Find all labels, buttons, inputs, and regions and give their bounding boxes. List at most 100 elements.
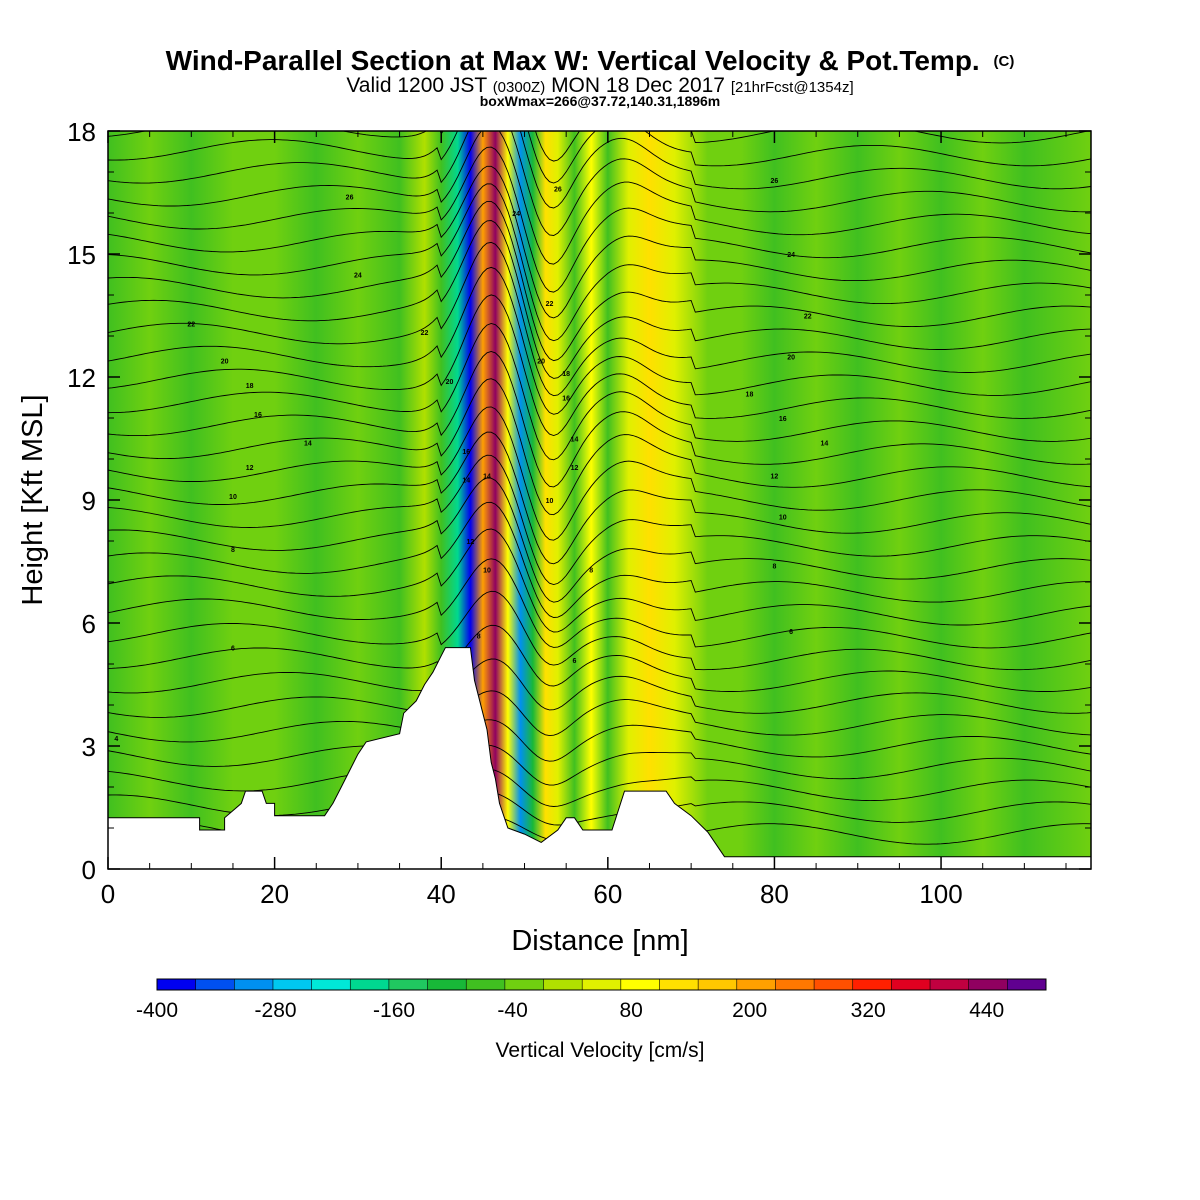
theta-contour [108,183,1091,342]
theta-label: 8 [231,547,235,554]
y-tick-label: 12 [67,363,96,393]
theta-contour [108,658,1091,714]
colorbar-swatch [852,979,892,990]
y-tick-label: 0 [82,855,96,885]
colorbar-swatch [234,979,274,990]
theta-contour [108,406,1091,541]
colorbar-swatch [427,979,467,990]
x-tick-label: 80 [760,879,789,909]
theta-contour [108,351,1091,488]
colorbar-tick-label: -280 [255,999,297,1022]
theta-contour [108,241,1091,397]
terrain-outline [108,647,1091,858]
theta-label: 12 [571,465,579,472]
x-tick-label: 40 [427,879,456,909]
colorbar-swatch [157,979,196,990]
theta-label: 10 [229,494,237,501]
theta-label: 24 [354,273,362,280]
theta-label: 6 [573,658,577,665]
theta-label: 18 [746,391,754,398]
colorbar-swatch [582,979,622,990]
colorbar-swatch [466,979,506,990]
theta-contour [108,454,1091,585]
colorbar-swatch [350,979,390,990]
theta-label: 20 [537,359,545,366]
y-tick-label: 3 [82,732,96,762]
theta-contour [108,477,1091,603]
theta-contour [108,719,1091,762]
theta-label: 6 [789,629,793,636]
theta-label: 26 [346,195,354,202]
x-tick-label: 60 [593,879,622,909]
theta-label: 10 [546,498,554,505]
theta-contour [108,624,1091,692]
chart-title: Wind-Parallel Section at Max W: Vertical… [166,45,1015,76]
colorbar-tick-label: 440 [969,999,1004,1022]
theta-contour [108,131,1091,236]
colorbar-label: Vertical Velocity [cm/s] [496,1039,705,1062]
theta-label: 22 [804,314,812,321]
theta-label: 24 [512,211,520,218]
theta-contour [108,131,1091,265]
colorbar-swatch [504,979,544,990]
theta-contour [108,767,1091,807]
colorbar-swatch [388,979,428,990]
theta-label: 16 [562,396,570,403]
colorbar-swatch [891,979,931,990]
theta-label: 22 [187,322,195,329]
colorbar-swatch [814,979,854,990]
theta-label: 22 [546,301,554,308]
colorbar: -400 -280 -160 -40 80 200 320 440 [136,978,1047,1022]
theta-label: 8 [477,633,481,640]
theta-contour [108,501,1091,618]
theta-label: 18 [562,371,570,378]
theta-label: 10 [779,514,787,521]
theta-label: 12 [771,473,779,480]
theta-label: 26 [554,186,562,193]
pot-temp-labels: 4 8 6 10 12 14 16 18 20 22 24 26 22 20 16 14 12 14 10 8 24 26… [114,178,828,743]
theta-label: 8 [589,568,593,575]
theta-label: 14 [483,473,491,480]
colorbar-swatch [968,979,1008,990]
theta-contour [108,146,1091,293]
theta-contour [535,131,1090,162]
theta-label: 16 [254,412,262,419]
theta-label: 10 [483,568,491,575]
colorbar-swatch [311,979,351,990]
theta-label: 16 [462,449,470,456]
theta-label: 6 [231,646,235,653]
colorbar-swatch [698,979,738,990]
theta-label: 24 [787,252,795,259]
velocity-shading [108,131,1091,869]
theta-label: 8 [772,564,776,571]
y-axis: 0 3 6 9 12 15 18 [67,117,1091,885]
colorbar-swatch [930,979,969,990]
theta-contour [108,266,1091,415]
theta-contour [108,744,1091,786]
colorbar-tick-label: 320 [851,999,886,1022]
theta-label: 26 [771,178,779,185]
theta-contour [108,220,1091,379]
theta-label: 20 [446,379,454,386]
x-tick-label: 0 [101,879,115,909]
theta-label: 22 [421,330,429,337]
x-tick-label: 100 [919,879,962,909]
theta-contour [108,200,1091,362]
colorbar-swatch [195,979,235,990]
vertical-velocity-field [108,131,1091,869]
theta-label: 14 [571,437,579,444]
colorbar-swatch [775,979,815,990]
y-tick-label: 15 [67,240,96,270]
colorbar-swatch [272,979,312,990]
colorbar-swatch [1007,979,1047,990]
theta-contour [108,323,1091,461]
theta-label: 12 [246,465,254,472]
theta-label: 18 [246,383,254,390]
colorbar-tick-label: -40 [497,999,527,1022]
theta-contour [108,431,1091,565]
theta-contour [108,294,1091,436]
theta-contour [108,378,1091,516]
colorbar-swatch [543,979,583,990]
y-tick-label: 18 [67,117,96,147]
